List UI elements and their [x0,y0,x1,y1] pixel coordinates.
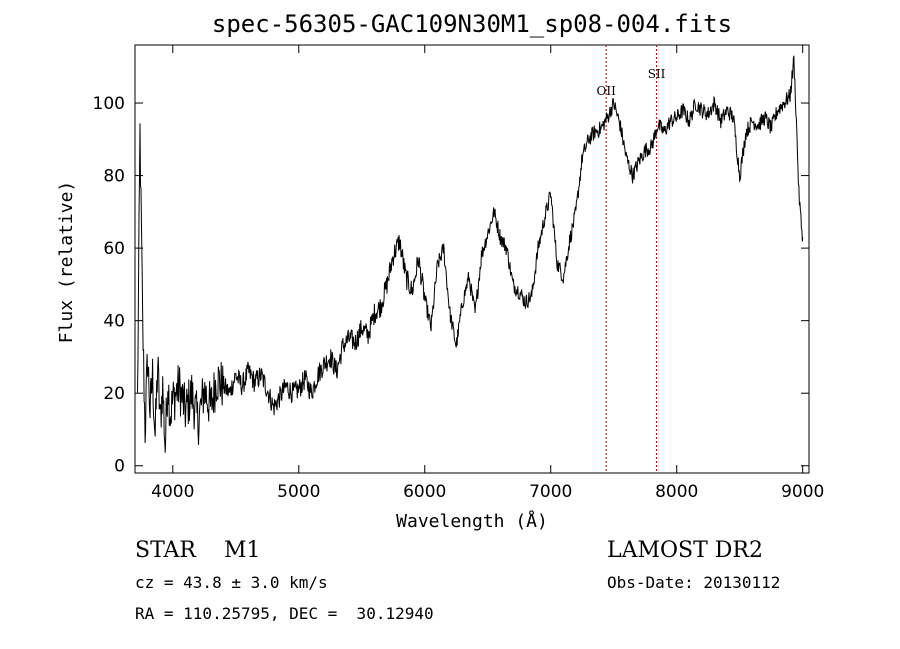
spectrum-series-line [137,55,804,453]
x-tick-label: 8000 [655,482,698,502]
x-axis-label: Wavelength (Å) [396,510,548,532]
y-axis: 0 20 40 60 80 100 [93,94,809,477]
redshift-velocity: cz = 43.8 ± 3.0 km/s [135,573,328,592]
survey-name: LAMOST DR2 [607,538,763,563]
object-class-line: STAR M1 [135,538,261,563]
x-axis: 4000 5000 6000 7000 8000 9000 [151,45,824,502]
coordinates: RA = 110.25795, DEC = 30.12940 [135,604,434,623]
emission-line-label: SII [648,67,666,81]
y-tick-label: 80 [103,167,125,187]
y-axis-label: Flux (relative) [56,181,77,344]
emission-line-label: OII [597,84,617,98]
y-tick-label: 40 [103,312,125,332]
x-tick-label: 4000 [151,482,194,502]
y-tick-label: 100 [93,94,125,114]
y-tick-label: 20 [103,384,125,404]
chart-title: spec-56305-GAC109N30M1_sp08-004.fits [212,10,732,38]
x-tick-label: 6000 [403,482,446,502]
x-tick-label: 5000 [277,482,320,502]
y-tick-label: 60 [103,239,125,259]
x-tick-label: 7000 [529,482,572,502]
plot-frame [134,44,810,474]
observation-date: Obs-Date: 20130112 [607,573,781,592]
emission-line-markers: OII SII [597,45,666,473]
x-tick-label: 9000 [781,482,824,502]
object-class: STAR [135,538,196,563]
y-tick-label: 0 [114,457,125,477]
object-subclass: M1 [223,538,261,563]
